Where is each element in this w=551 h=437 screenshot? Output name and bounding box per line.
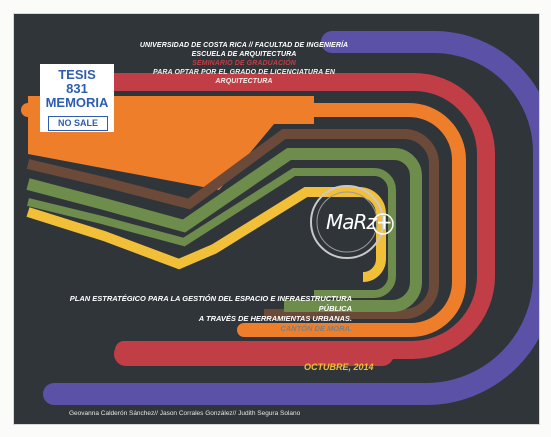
- brown-band: [26, 129, 439, 319]
- cover-date: OCTUBRE, 2014: [304, 362, 374, 372]
- logo-circle-outer: [310, 185, 384, 259]
- thesis-cover: UNIVERSIDAD DE COSTA RICA // FACULTAD DE…: [14, 14, 539, 424]
- title-location: CANTÓN DE MORA.: [280, 324, 352, 333]
- logo-circle-inner: [316, 191, 378, 253]
- stamp-line-1: TESIS: [58, 67, 96, 82]
- orange-shape: [21, 103, 466, 337]
- cover-header: UNIVERSIDAD DE COSTA RICA // FACULTAD DE…: [134, 41, 354, 86]
- seminar-line: SEMINARIO DE GRADUACIÓN: [192, 60, 296, 67]
- green-band: [26, 148, 422, 312]
- stamp-line-2: 831: [66, 81, 88, 96]
- purple-band: [43, 31, 539, 405]
- logo-wordmark: MaRz+: [326, 210, 393, 234]
- date-bar: [114, 342, 394, 366]
- title-line-2: A TRAVÉS DE HERRAMIENTAS URBANAS.: [198, 314, 352, 323]
- stamp-no-sale: NO SALE: [48, 116, 108, 131]
- stamp-line-3: MEMORIA: [45, 95, 109, 110]
- logo-plus-circle: [372, 213, 394, 235]
- thesis-title: PLAN ESTRATÉGICO PARA LA GESTIÓN DEL ESP…: [42, 294, 352, 334]
- school-line: ESCUELA DE ARQUITECTURA: [191, 51, 297, 58]
- green-band-inner: [27, 168, 396, 298]
- title-line-1: PLAN ESTRATÉGICO PARA LA GESTIÓN DEL ESP…: [69, 294, 352, 313]
- authors-line: Geovanna Calderón Sánchez// Jason Corral…: [69, 410, 301, 417]
- university-line: UNIVERSIDAD DE COSTA RICA // FACULTAD DE…: [139, 42, 349, 49]
- library-stamp: TESIS 831 MEMORIA NO SALE: [40, 64, 114, 132]
- red-band: [45, 73, 495, 359]
- purpose-line: PARA OPTAR POR EL GRADO DE LICENCIATURA …: [152, 69, 336, 85]
